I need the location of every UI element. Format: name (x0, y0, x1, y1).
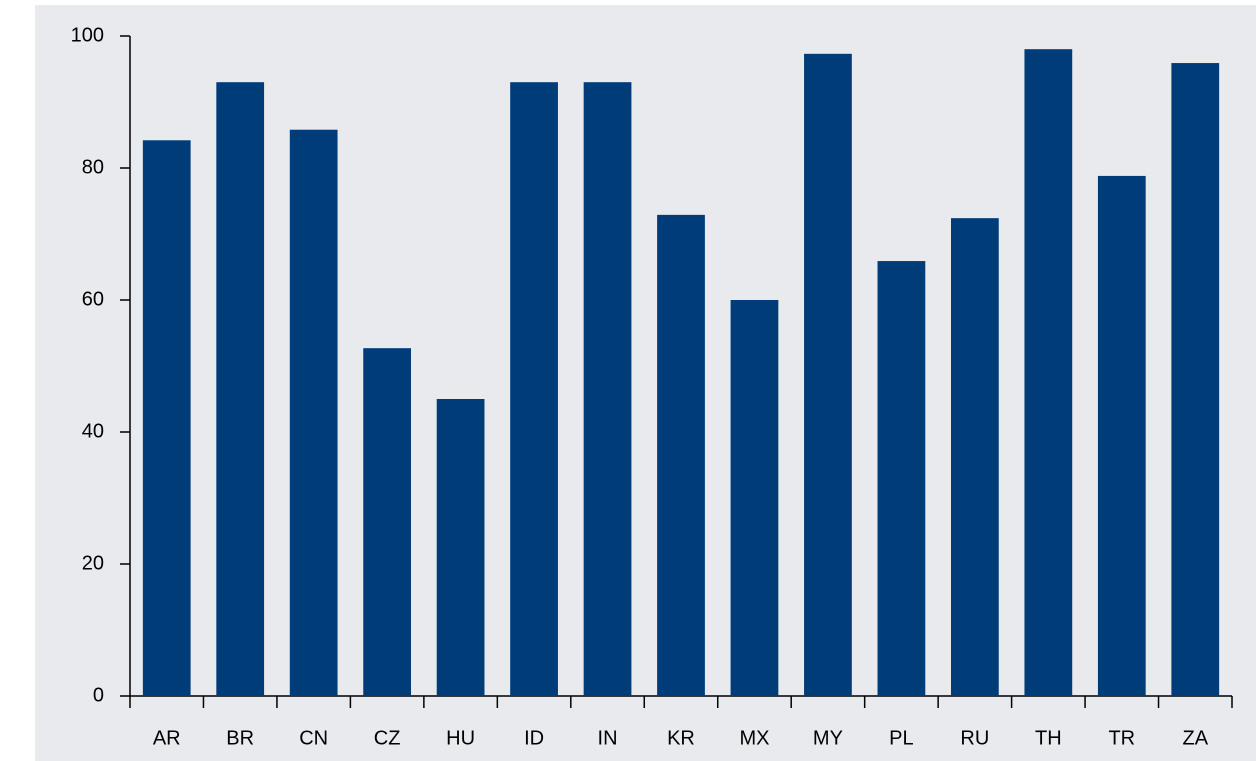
bar (950, 218, 999, 696)
x-tick-label: TR (1108, 727, 1135, 749)
x-tick-label: RU (960, 727, 989, 749)
x-tick-label: IN (598, 727, 618, 749)
x-tick-label: BR (226, 727, 254, 749)
y-tick-label: 100 (71, 24, 104, 46)
bar (1171, 63, 1220, 697)
x-tick-label: TH (1035, 727, 1062, 749)
x-tick-label: HU (446, 727, 475, 749)
bar (730, 300, 779, 696)
x-tick-label: CN (299, 727, 328, 749)
bar (289, 129, 338, 697)
x-tick-label: KR (667, 727, 695, 749)
bar (363, 348, 412, 696)
y-tick-label: 80 (82, 156, 104, 178)
bar (216, 82, 265, 696)
bar (436, 399, 485, 696)
y-tick-label: 40 (82, 420, 104, 442)
x-tick-label: AR (153, 727, 181, 749)
bar (657, 214, 705, 697)
bar (1024, 49, 1073, 696)
y-tick-label: 20 (82, 552, 104, 574)
bar (510, 82, 558, 696)
bar (877, 261, 926, 696)
y-tick-label: 0 (93, 684, 104, 706)
bar (583, 82, 632, 696)
y-tick-label: 60 (82, 288, 104, 310)
x-tick-label: MY (813, 727, 843, 749)
bar (142, 140, 191, 696)
x-tick-label: ID (524, 727, 544, 749)
x-tick-label: ZA (1182, 727, 1208, 749)
x-tick-label: PL (889, 727, 913, 749)
bar (1097, 175, 1146, 697)
x-tick-label: CZ (374, 727, 401, 749)
bar (804, 53, 852, 696)
x-tick-label: MX (739, 727, 769, 749)
